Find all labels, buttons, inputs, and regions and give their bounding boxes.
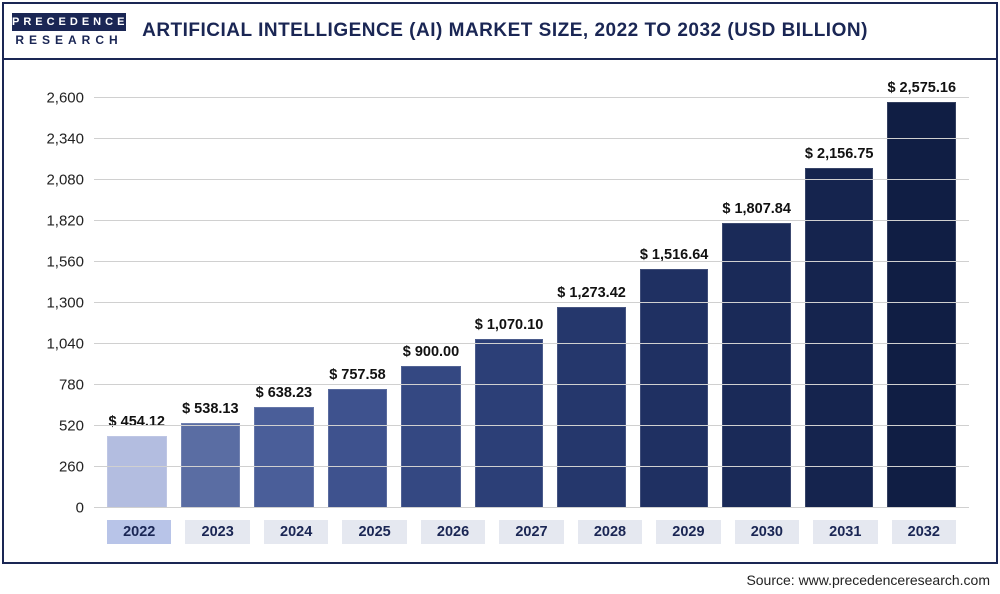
y-tick-label: 1,300 [46,295,84,312]
chart-area: $ 454.12 $ 538.13 $ 638.23 $ 757.58 $ 900.00… [4,60,996,558]
bar-slot: $ 1,807.84 [715,78,798,508]
y-tick-label: 1,040 [46,336,84,353]
bar-slot: $ 2,156.75 [798,78,881,508]
x-tick-label: 2029 [656,520,720,544]
logo-top: PRECEDENCE [12,13,126,31]
bar-value-label: $ 757.58 [329,367,385,383]
y-tick-label: 2,600 [46,90,84,107]
y-tick-label: 2,340 [46,131,84,148]
bar-slot: $ 1,273.42 [550,78,633,508]
bar-slot: $ 454.12 [100,78,174,508]
grid-line: 1,820 [94,220,969,221]
x-tick-label: 2027 [499,520,563,544]
bar-value-label: $ 638.23 [256,385,312,401]
bar-slot: $ 2,575.16 [880,78,963,508]
x-tick-label: 2024 [264,520,328,544]
grid-line: 2,600 [94,97,969,98]
bar [328,389,388,508]
y-tick-label: 0 [76,500,84,517]
y-tick-label: 2,080 [46,172,84,189]
x-tick-label: 2030 [735,520,799,544]
grid-line: 1,560 [94,261,969,262]
y-tick-label: 780 [59,377,84,394]
grid-line: 520 [94,425,969,426]
bar [475,339,544,508]
chart-frame: PRECEDENCE RESEARCH ARTIFICIAL INTELLIGE… [2,2,998,564]
bar [640,269,709,508]
bar-value-label: $ 1,807.84 [722,201,791,217]
grid-line: 780 [94,384,969,385]
bar [805,168,874,508]
grid-line: 2,080 [94,179,969,180]
bar [401,366,461,508]
x-tick-label: 2028 [578,520,642,544]
bar [254,407,314,508]
y-tick-label: 520 [59,418,84,435]
x-tick-label: 2031 [813,520,877,544]
bar-slot: $ 1,070.10 [468,78,551,508]
bar-slot: $ 1,516.64 [633,78,716,508]
chart-title: ARTIFICIAL INTELLIGENCE (AI) MARKET SIZE… [134,20,996,42]
bar-value-label: $ 454.12 [109,414,165,430]
x-tick-label: 2026 [421,520,485,544]
x-tick-label: 2025 [342,520,406,544]
bar-slot: $ 900.00 [394,78,468,508]
x-axis: 2022 2023 2024 2025 2026 2027 2028 2029 2030 2031… [94,520,969,544]
bar-value-label: $ 2,575.16 [887,80,956,96]
x-tick-label: 2023 [185,520,249,544]
bar-value-label: $ 900.00 [403,344,459,360]
header: PRECEDENCE RESEARCH ARTIFICIAL INTELLIGE… [4,4,996,60]
y-tick-label: 1,820 [46,213,84,230]
bar-slot: $ 638.23 [247,78,321,508]
logo-bottom: RESEARCH [12,31,126,49]
grid-line: 1,040 [94,343,969,344]
logo: PRECEDENCE RESEARCH [4,9,134,53]
grid-line: 0 [94,507,969,508]
bars-row: $ 454.12 $ 538.13 $ 638.23 $ 757.58 $ 900.00… [94,78,969,508]
plot: $ 454.12 $ 538.13 $ 638.23 $ 757.58 $ 900.00… [94,78,969,508]
bar-slot: $ 757.58 [321,78,395,508]
bar-value-label: $ 1,070.10 [475,317,544,333]
grid-line: 260 [94,466,969,467]
bar-slot: $ 538.13 [174,78,248,508]
x-tick-label: 2032 [892,520,956,544]
bar [557,307,626,508]
grid-line: 1,300 [94,302,969,303]
y-tick-label: 260 [59,459,84,476]
bar-value-label: $ 2,156.75 [805,146,874,162]
bar [887,102,956,508]
y-tick-label: 1,560 [46,254,84,271]
bar [107,436,167,508]
bar-value-label: $ 1,273.42 [557,285,626,301]
bar-value-label: $ 538.13 [182,401,238,417]
grid-line: 2,340 [94,138,969,139]
source-text: Source: www.precedenceresearch.com [746,572,990,588]
x-tick-label: 2022 [107,520,171,544]
